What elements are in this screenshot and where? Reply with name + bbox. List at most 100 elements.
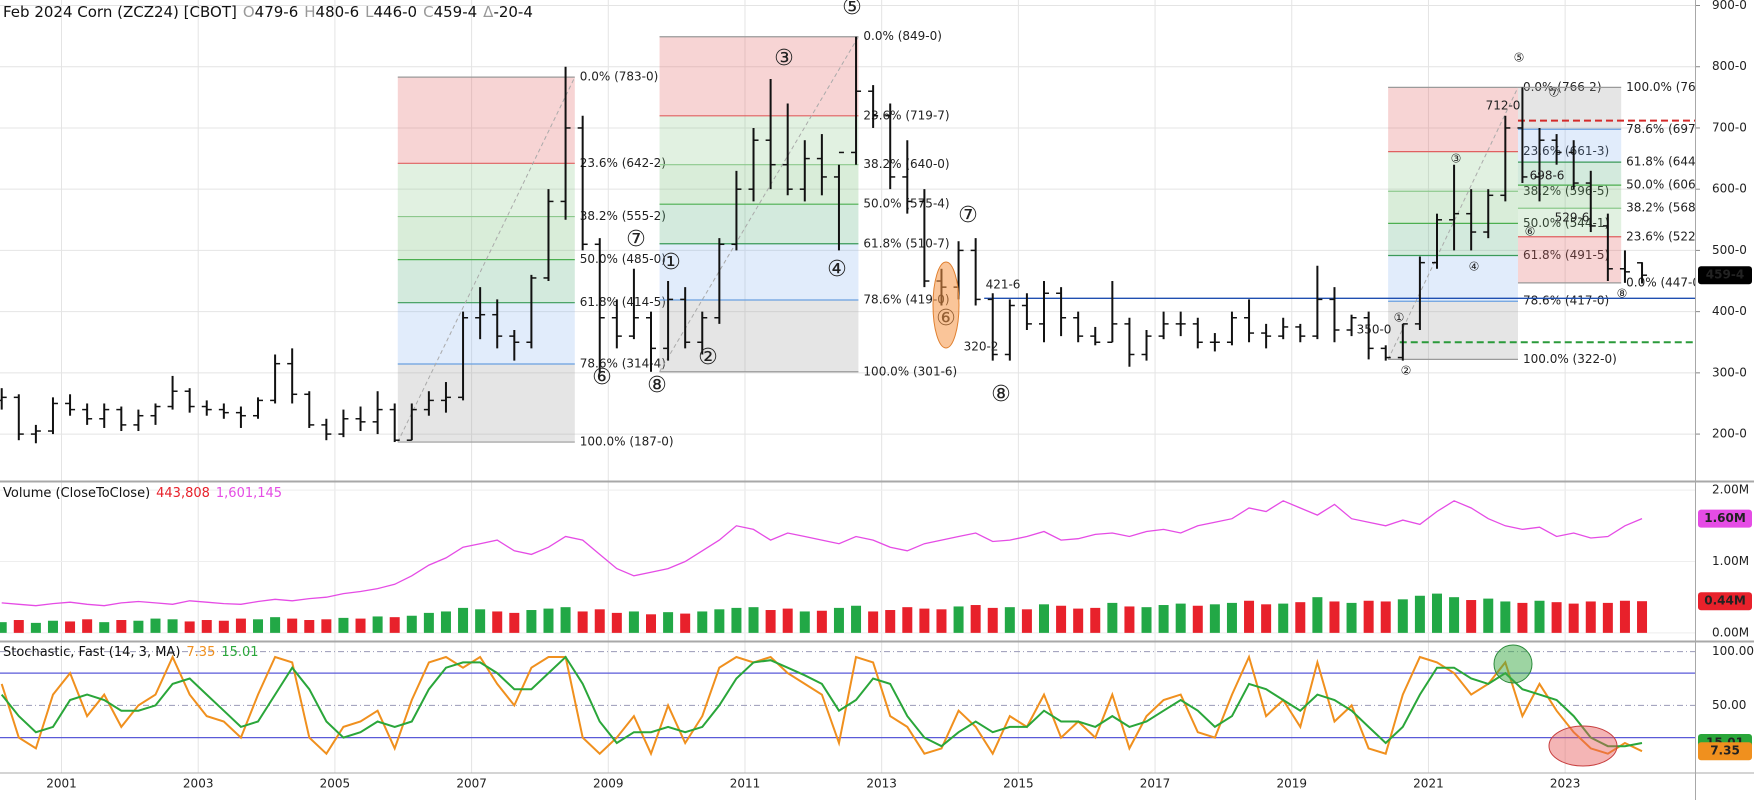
wave-label-small: ③: [1451, 152, 1462, 166]
wave-label: ⑦: [626, 227, 646, 252]
pane-title: Volume (CloseToClose): [3, 486, 150, 501]
volume-bar: [680, 613, 691, 633]
stoch-k-tag: [1698, 742, 1752, 761]
volume-bar: [218, 620, 229, 633]
y-tick-label: 50.00: [1712, 698, 1746, 712]
fib-label: 78.6% (417-0): [1523, 294, 1609, 308]
fib-trend: [659, 36, 859, 373]
price-note: 320-2: [964, 340, 999, 354]
fib-label: 23.6% (661-3): [1523, 144, 1609, 158]
volume-bar: [1038, 604, 1049, 633]
highlight-ellipse: [932, 261, 960, 349]
volume-bar: [1483, 598, 1494, 633]
volume-bar: [321, 619, 332, 633]
volume-bar: [1124, 606, 1135, 633]
volume-bar: [1175, 603, 1186, 633]
fib-zone: [1388, 255, 1518, 302]
grid: [0, 0, 1695, 773]
wave-label-small: ④: [1469, 260, 1480, 274]
x-tick-label: 2003: [183, 777, 214, 791]
stoch-header: Stochastic, Fast (14, 3, MA) 7.35 15.01: [3, 645, 259, 660]
fib-label: 100.0% (766-2): [1626, 80, 1720, 94]
volume-bar: [611, 612, 622, 633]
volume-bar: [663, 612, 674, 633]
readout-value: 446-0: [374, 3, 418, 21]
volume-bar: [13, 620, 24, 633]
y-tick-label: 800-0: [1712, 59, 1747, 73]
y-tick-label: 300-0: [1712, 365, 1747, 379]
volume-bar: [1056, 605, 1067, 633]
pane-title: Stochastic, Fast (14, 3, MA): [3, 645, 180, 660]
volume-bar: [1107, 602, 1118, 633]
volume-bar: [526, 610, 537, 633]
fib-zone: [1517, 185, 1622, 209]
volume-bar: [253, 619, 264, 633]
stoch-d-line: [0, 655, 1643, 748]
readout-value: 7.35: [186, 645, 215, 660]
x-tick-label: 2001: [46, 777, 77, 791]
marks: [0, 36, 1648, 757]
level-label: 421-6: [986, 278, 1021, 292]
fib-label: 50.0% (606-5): [1626, 178, 1712, 192]
fib-label: 38.2% (555-2): [580, 209, 666, 223]
fib-label: 61.8% (491-5): [1523, 248, 1609, 262]
volume-bar: [1568, 603, 1579, 633]
x-tick-label: 2015: [1003, 777, 1034, 791]
volume-bar: [1534, 600, 1545, 633]
readout-key: Δ: [483, 3, 494, 21]
volume-bar: [1431, 593, 1442, 633]
volume-bar: [30, 622, 41, 633]
x-tick-label: 2021: [1413, 777, 1444, 791]
volume-bar: [697, 611, 708, 633]
fib-zone: [1388, 87, 1518, 152]
volume-bar: [1414, 595, 1425, 633]
volume-bar: [594, 609, 605, 633]
wave-label-small: ⑦: [1549, 86, 1560, 100]
volume-bar: [987, 607, 998, 633]
fib-label: 100.0% (187-0): [580, 435, 674, 449]
readout-key: L: [365, 3, 374, 21]
fib-zone: [1517, 129, 1622, 163]
volume-bar: [1261, 604, 1272, 633]
fib-label: 61.8% (510-7): [863, 236, 949, 250]
readout-value: 479-6: [255, 3, 299, 21]
y-tick-label: 0.00M: [1712, 625, 1749, 639]
volume-bar: [970, 605, 981, 633]
volume-bar: [150, 618, 161, 633]
volume-bar: [868, 611, 879, 633]
volume-bar: [1209, 604, 1220, 633]
price-header: Feb 2024 Corn (ZCZ24) [CBOT] O479-6 H480-6…: [3, 3, 533, 21]
readout-value: -20-4: [493, 3, 532, 21]
fib-trend: [397, 76, 576, 443]
volume-bar: [1004, 607, 1015, 633]
volume-bar: [82, 619, 93, 633]
fib-zone: [397, 77, 575, 164]
wave-label: ③: [774, 46, 794, 71]
volume-bar: [1329, 601, 1340, 633]
last-price-tag-label: 459-4: [1706, 268, 1744, 282]
volume-bar: [816, 610, 827, 633]
x-tick-label: 2009: [593, 777, 624, 791]
volume-bar: [1449, 597, 1460, 633]
fib-label: 61.8% (414-5): [580, 295, 666, 309]
volume-bar: [1619, 600, 1630, 633]
volume-bar: [1551, 602, 1562, 633]
y-tick-label: 400-0: [1712, 304, 1747, 318]
volume-header: Volume (CloseToClose) 443,808 1,601,145: [3, 486, 282, 501]
fib-label: 0.0% (849-0): [863, 29, 942, 43]
fib-zone: [659, 115, 859, 165]
readout-key: C: [423, 3, 433, 21]
volume-bar: [628, 611, 639, 633]
volume-bar: [440, 611, 451, 633]
volume-bar: [423, 612, 434, 633]
volume-bar: [372, 616, 383, 633]
readout-value: 459-4: [434, 3, 478, 21]
fib-label: 0.0% (447-0): [1626, 275, 1705, 289]
volume-bar: [1090, 607, 1101, 633]
x-tick-label: 2005: [320, 777, 351, 791]
volume-bar: [885, 610, 896, 633]
y-tick-label: 900-0: [1712, 0, 1747, 12]
wave-label-small: ①: [1394, 311, 1405, 325]
wave-label-small: ⑥: [1525, 225, 1536, 239]
